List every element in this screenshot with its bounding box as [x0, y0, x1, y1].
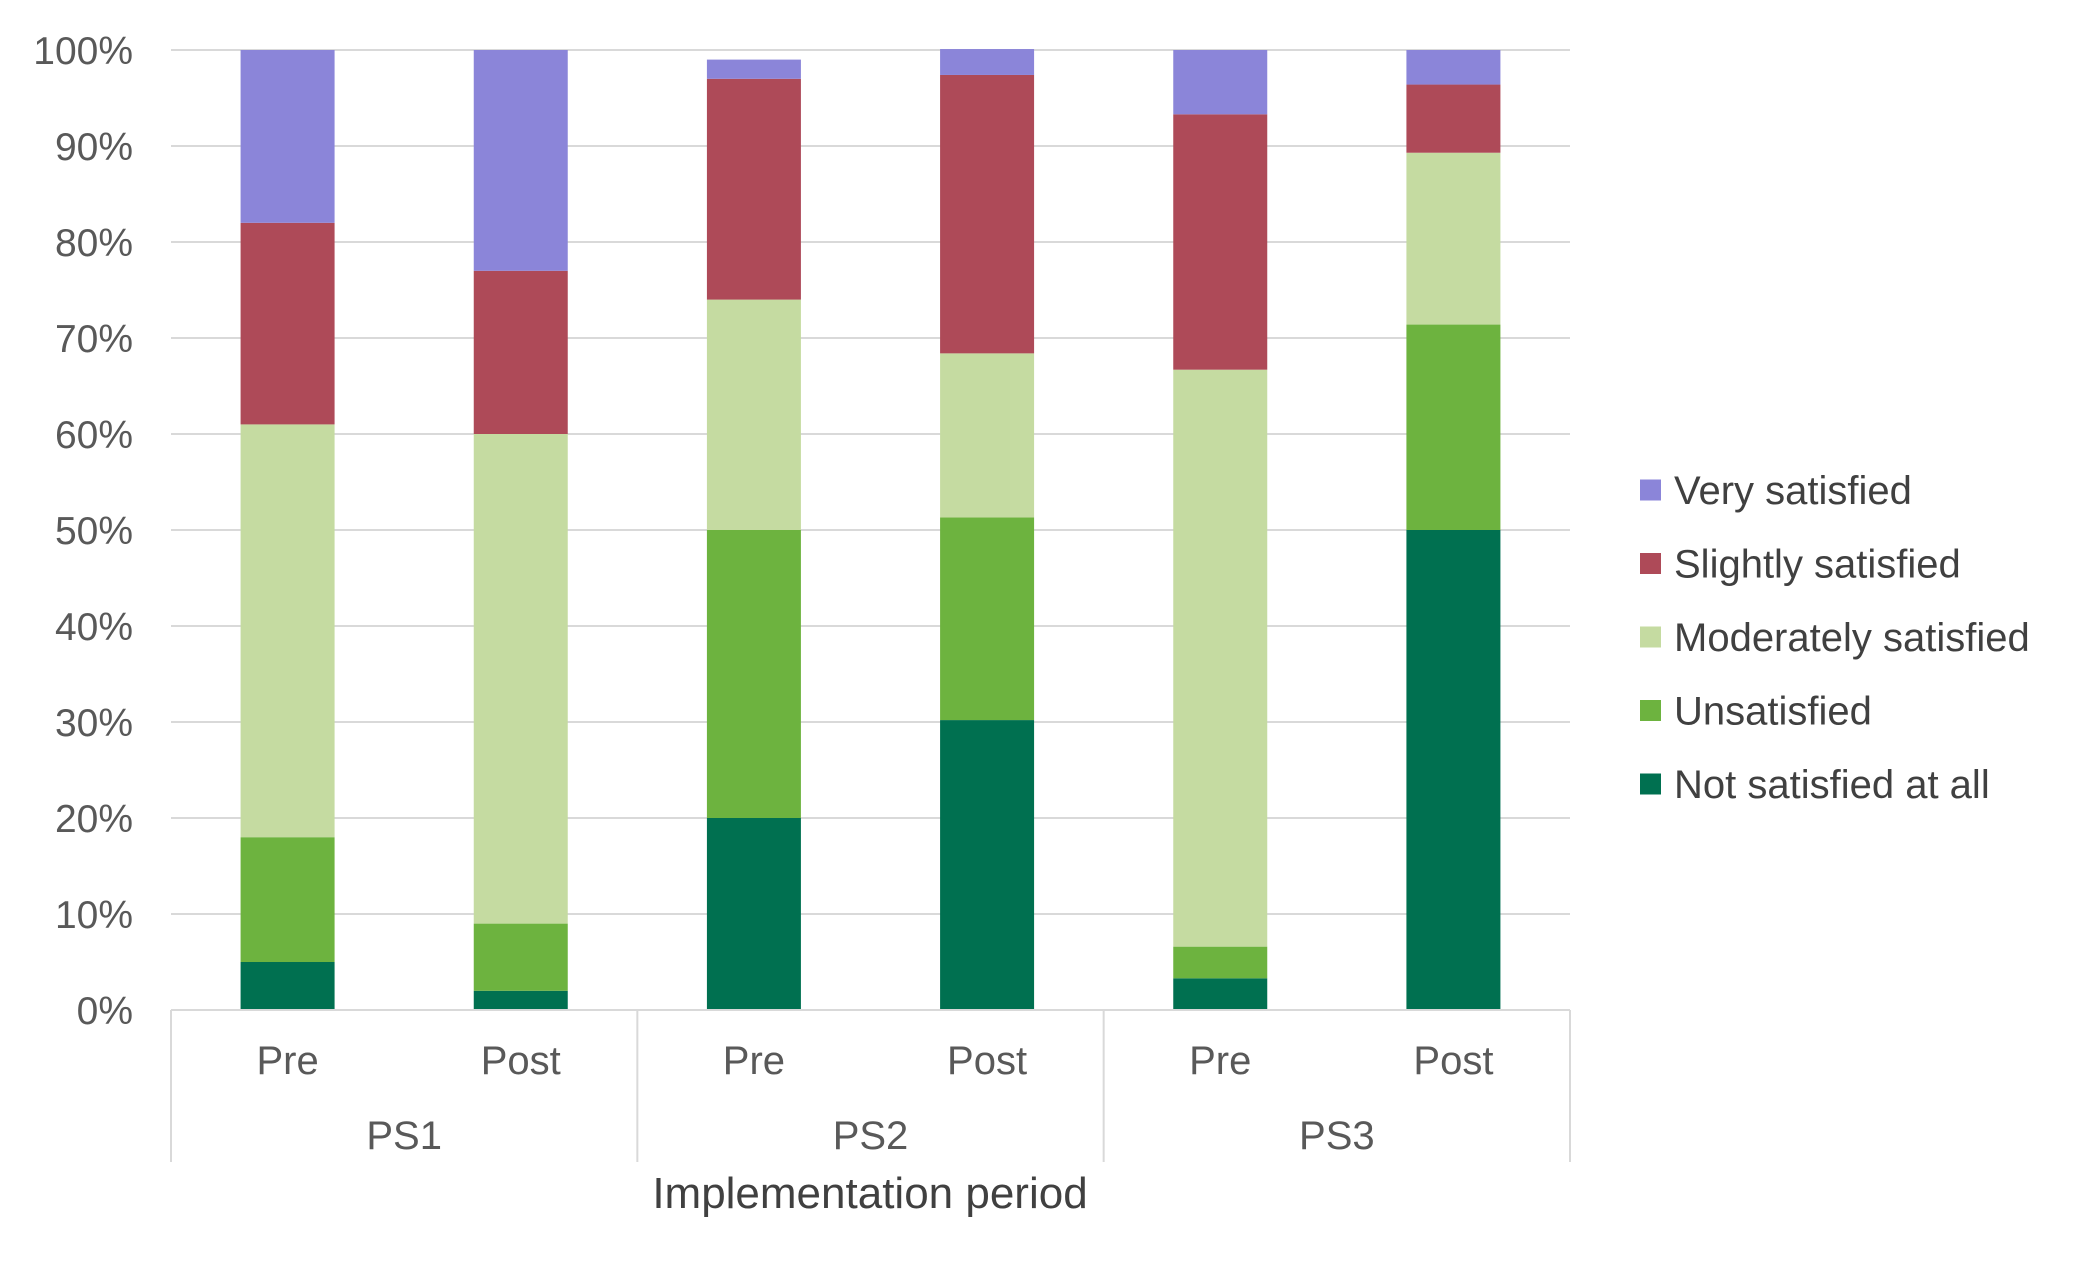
x-group-label: PS1	[366, 1114, 442, 1158]
legend-swatch	[1640, 553, 1661, 574]
y-axis-ticks: 0% 10% 20% 30% 40% 50% 60% 70% 80% 90% 100%	[33, 30, 133, 1033]
bar-segment	[1173, 946, 1268, 979]
x-axis: Pre Post Pre Post Pre Post PS1 PS2 PS3	[170, 1009, 1571, 1162]
legend: Very satisfied Slightly satisfied Moderate…	[1640, 469, 2030, 807]
bar-segment	[473, 434, 568, 924]
y-tick-label: 100%	[33, 30, 133, 73]
legend-swatch	[1640, 773, 1661, 795]
legend-swatch	[1640, 626, 1661, 648]
bar-segment	[240, 222, 335, 425]
legend-label: Not satisfied at all	[1674, 763, 1990, 807]
y-tick-label: 50%	[55, 510, 133, 553]
bar-segment	[1406, 324, 1501, 530]
bar-segment	[1406, 530, 1501, 1010]
y-tick-label: 90%	[55, 126, 133, 169]
bar-segment	[940, 517, 1035, 721]
bar-segment	[240, 837, 335, 962]
bar-segment	[473, 50, 568, 271]
x-category-label: Post	[947, 1039, 1027, 1083]
bar-segment	[1173, 114, 1268, 370]
legend-swatch	[1640, 700, 1661, 721]
bar-segment	[473, 923, 568, 991]
legend-label: Slightly satisfied	[1674, 543, 1961, 587]
gridlines	[171, 49, 1570, 1011]
y-tick-label: 40%	[55, 606, 133, 649]
y-tick-label: 30%	[55, 702, 133, 745]
x-group-label: PS3	[1299, 1114, 1375, 1158]
y-tick-label: 60%	[55, 414, 133, 457]
y-tick-label: 20%	[55, 798, 133, 841]
bar-segment	[706, 299, 801, 530]
legend-label: Very satisfied	[1674, 469, 1912, 513]
bar-segment	[240, 50, 335, 223]
y-tick-label: 10%	[55, 894, 133, 937]
bar-segment	[1173, 369, 1268, 947]
bar-segment	[473, 270, 568, 434]
x-category-label: Pre	[1189, 1039, 1251, 1083]
x-axis-label: Implementation period	[652, 1169, 1087, 1218]
legend-swatch	[1640, 479, 1661, 501]
bar-segment	[940, 353, 1035, 518]
bars	[240, 49, 1501, 1010]
bar-segment	[1173, 978, 1268, 1010]
bar-segment	[706, 818, 801, 1010]
bar-segment	[706, 530, 801, 818]
bar-segment	[940, 74, 1035, 354]
legend-label: Unsatisfied	[1674, 690, 1872, 734]
bar-segment	[473, 990, 568, 1010]
bar-segment	[706, 78, 801, 300]
bar-segment	[240, 424, 335, 838]
x-category-label: Post	[481, 1039, 561, 1083]
bar-segment	[1406, 50, 1501, 85]
y-tick-label: 0%	[77, 990, 133, 1033]
y-tick-label: 70%	[55, 318, 133, 361]
bar-segment	[940, 49, 1035, 75]
legend-label: Moderately satisfied	[1674, 616, 2030, 660]
bar-segment	[240, 962, 335, 1010]
bar-segment	[1406, 152, 1501, 325]
x-group-label: PS2	[833, 1114, 909, 1158]
bar-segment	[1406, 84, 1501, 153]
bar-segment	[1173, 50, 1268, 115]
bar-segment	[706, 59, 801, 79]
y-tick-label: 80%	[55, 222, 133, 265]
x-category-label: Pre	[256, 1039, 318, 1083]
bar-segment	[940, 720, 1035, 1010]
x-category-label: Pre	[723, 1039, 785, 1083]
x-category-label: Post	[1413, 1039, 1493, 1083]
